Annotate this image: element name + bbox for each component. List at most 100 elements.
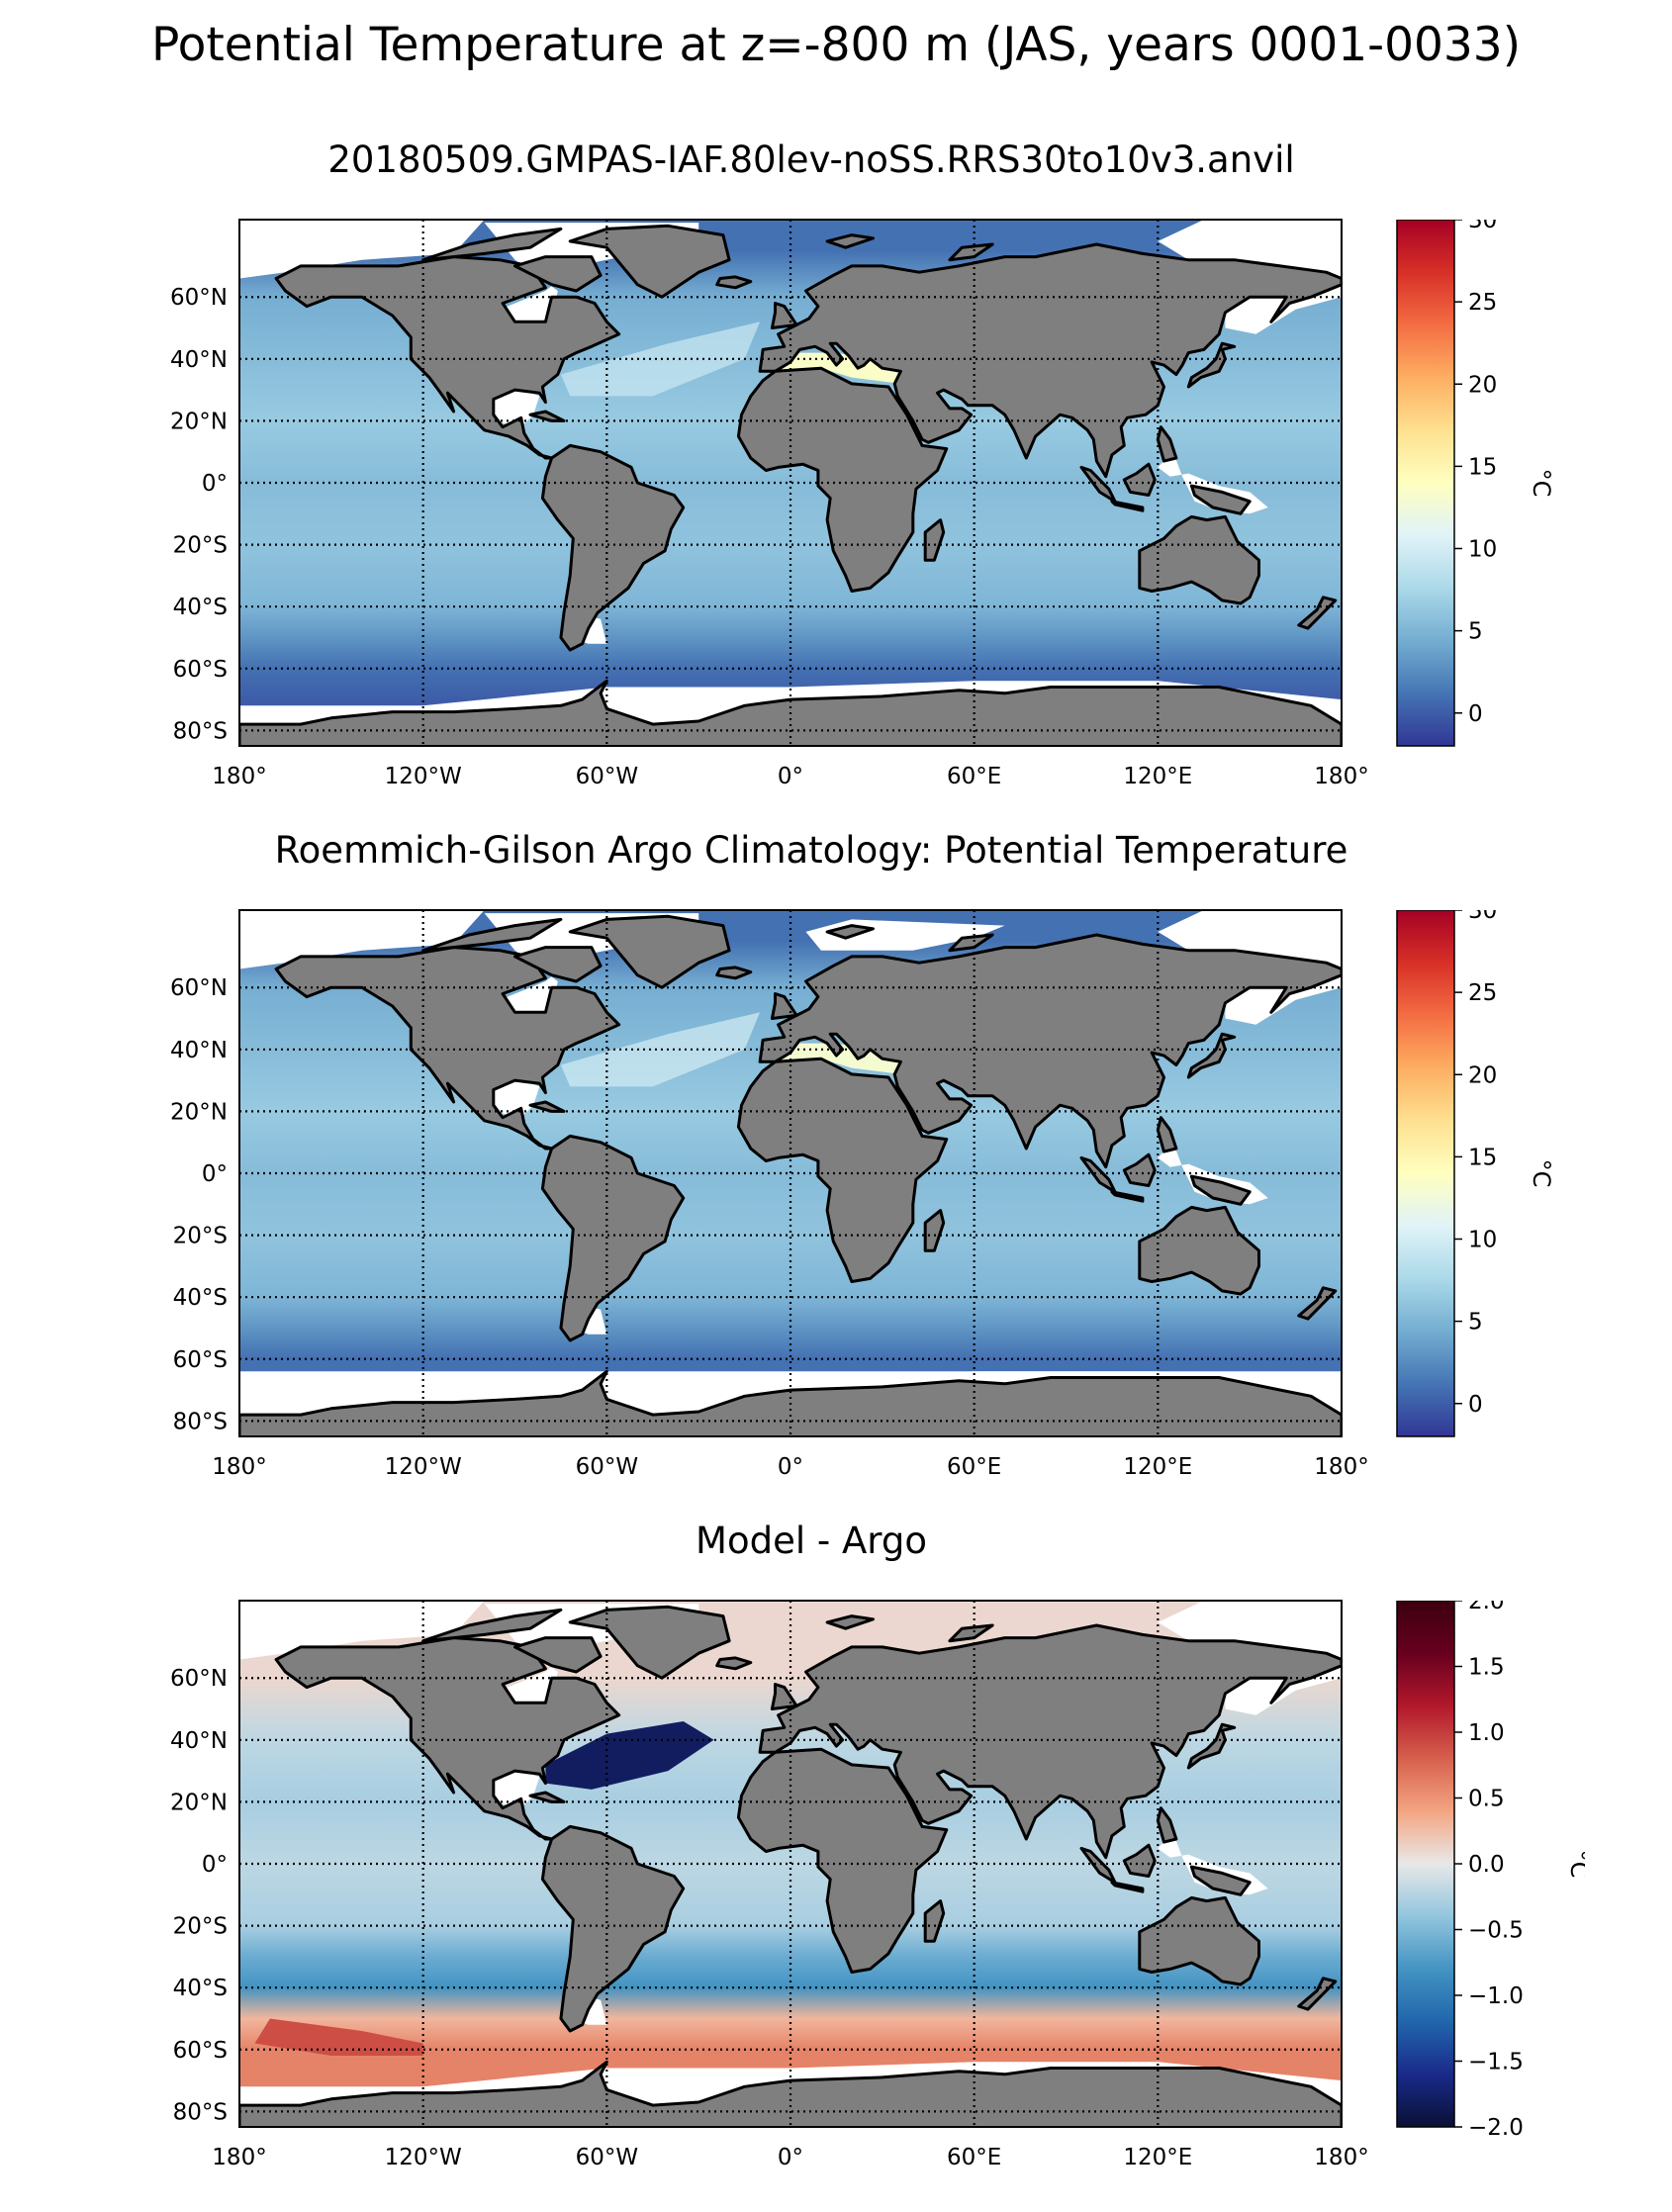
land-mass bbox=[1297, 1977, 1338, 2011]
colorbar-tick-label: 20 bbox=[1468, 1062, 1497, 1088]
land-mass bbox=[1138, 1205, 1260, 1296]
y-tick-label: 80°S bbox=[173, 718, 228, 744]
y-tick-label: 40°S bbox=[173, 1976, 228, 2001]
colorbar-ramp bbox=[1396, 1601, 1455, 2128]
nodata-region bbox=[239, 1601, 485, 1660]
y-tick-label: 80°S bbox=[173, 2099, 228, 2125]
x-tick-label: 0° bbox=[778, 2145, 803, 2170]
y-tick-label: 60°S bbox=[173, 657, 228, 683]
x-tick-label: 60°E bbox=[947, 1454, 1001, 1480]
land-mass bbox=[825, 233, 875, 249]
land-mass bbox=[736, 1057, 949, 1283]
land-mass bbox=[274, 1636, 621, 1841]
nodata-region bbox=[490, 1077, 540, 1118]
x-tick-label: 180° bbox=[212, 2145, 266, 2170]
y-tick-label: 40°N bbox=[170, 1728, 228, 1754]
land-mass bbox=[1297, 1286, 1338, 1321]
feature-north-atlantic bbox=[560, 1012, 761, 1087]
land-mass bbox=[421, 1608, 563, 1643]
y-tick-label: 20°S bbox=[173, 533, 228, 559]
x-tick-label: 180° bbox=[212, 1454, 266, 1480]
nodata-region bbox=[490, 1768, 540, 1808]
colorbar-argo: 0 5 10 15 20 25 30 °C bbox=[1396, 910, 1555, 1437]
x-tick-label: 120°W bbox=[385, 764, 462, 789]
colorbar-tick-label: 0 bbox=[1468, 701, 1483, 727]
land-mass bbox=[528, 1100, 566, 1113]
land-mass bbox=[758, 933, 1342, 1169]
land-mass bbox=[1079, 1155, 1117, 1194]
land-mass bbox=[1138, 514, 1260, 605]
colorbar-label: °C bbox=[1565, 1850, 1585, 1879]
colorbar-tick-label: 25 bbox=[1468, 290, 1497, 316]
y-tick-label: 60°N bbox=[170, 285, 228, 311]
figure-title: Potential Temperature at z=-800 m (JAS, … bbox=[150, 18, 1522, 72]
x-tick-label: 120°W bbox=[385, 1454, 462, 1480]
axes-frame bbox=[238, 909, 1343, 1437]
land-mass bbox=[948, 242, 994, 262]
land-mass bbox=[1110, 1190, 1145, 1203]
land-mass bbox=[1156, 425, 1178, 463]
land-mass bbox=[1122, 1152, 1157, 1187]
y-tick-label: 20°S bbox=[173, 1224, 228, 1249]
x-tick-label: 60°E bbox=[947, 2145, 1001, 2170]
land-mass bbox=[528, 410, 566, 422]
feature-north-atlantic bbox=[560, 322, 761, 397]
land-mass bbox=[1189, 1174, 1252, 1206]
x-tick-label: 120°W bbox=[385, 2145, 462, 2170]
y-tick-label: 40°S bbox=[173, 595, 228, 620]
nodata-region bbox=[490, 387, 540, 427]
land-mass bbox=[1122, 462, 1157, 497]
y-tick-label: 20°S bbox=[173, 1914, 228, 1940]
map-difference: 180° 120°W 60°W 0° 60°E 120°E 180° 60°N 40°N 20°N… bbox=[170, 1600, 1369, 2170]
x-tick-label: 180° bbox=[1314, 764, 1368, 789]
x-tick-label: 180° bbox=[1314, 2145, 1368, 2170]
y-tick-label: 60°N bbox=[170, 975, 228, 1001]
map-argo: 180° 120°W 60°W 0° 60°E 120°E 180° 60°N 40°N 20°N… bbox=[170, 909, 1369, 1480]
land-mass bbox=[923, 518, 946, 562]
land-mass bbox=[540, 443, 686, 652]
land-mass bbox=[1110, 1881, 1145, 1893]
land-mass bbox=[274, 255, 621, 460]
land-mass bbox=[948, 1623, 994, 1643]
colorbar-ramp bbox=[1396, 910, 1455, 1437]
colorbar-model: 0 5 10 15 20 25 30 °C bbox=[1396, 220, 1555, 747]
land-mass bbox=[568, 224, 731, 299]
x-tick-label: 120°E bbox=[1123, 2145, 1192, 2170]
axes-frame bbox=[238, 219, 1343, 747]
colorbar-tick-label: 15 bbox=[1468, 1145, 1497, 1170]
land-mass bbox=[1186, 341, 1237, 389]
colorbar-tick-label: 20 bbox=[1468, 372, 1497, 398]
land-mass bbox=[948, 933, 994, 953]
land-mass bbox=[1156, 1116, 1178, 1153]
colorbar-tick-label: 15 bbox=[1468, 454, 1497, 480]
x-tick-label: 120°E bbox=[1123, 1454, 1192, 1480]
colorbar-tick-label: 0.0 bbox=[1468, 1852, 1505, 1878]
colorbar-tick-label: −1.5 bbox=[1468, 2050, 1524, 2075]
y-tick-label: 0° bbox=[202, 471, 228, 497]
colorbar-difference: −2.0 −1.5 −1.0 −0.5 0.0 0.5 1.0 1.5 2.0 °C bbox=[1396, 1601, 1585, 2141]
colorbar-ramp bbox=[1396, 220, 1455, 747]
x-tick-label: 60°E bbox=[947, 764, 1001, 789]
panel-title-argo: Roemmich-Gilson Argo Climatology: Potent… bbox=[274, 829, 1348, 872]
nodata-region bbox=[239, 910, 485, 969]
land-mass bbox=[825, 924, 875, 940]
land-mass bbox=[1138, 1895, 1260, 1986]
colorbar-tick-label: −2.0 bbox=[1468, 2115, 1524, 2141]
land-mass bbox=[421, 227, 563, 262]
land-mass bbox=[715, 275, 753, 290]
land-mass bbox=[513, 1636, 603, 1674]
land-mass bbox=[1297, 596, 1338, 630]
y-tick-label: 60°S bbox=[173, 1347, 228, 1373]
map-model: 180° 120°W 60°W 0° 60°E 120°E 180° 60°N 40°N 20°N… bbox=[170, 219, 1369, 789]
colorbar-tick-label: 30 bbox=[1468, 220, 1497, 233]
land-mass bbox=[736, 366, 949, 593]
land-mass bbox=[540, 1134, 686, 1342]
land-mass bbox=[825, 1614, 875, 1630]
land-mass bbox=[421, 917, 563, 953]
panel-title-difference: Model - Argo bbox=[696, 1520, 927, 1562]
colorbar-tick-label: 5 bbox=[1468, 1310, 1483, 1336]
feature-north-atlantic-gyre bbox=[545, 1721, 714, 1790]
land-mass bbox=[1189, 1865, 1252, 1896]
x-tick-label: 180° bbox=[212, 764, 266, 789]
colorbar-tick-label: 5 bbox=[1468, 619, 1483, 645]
